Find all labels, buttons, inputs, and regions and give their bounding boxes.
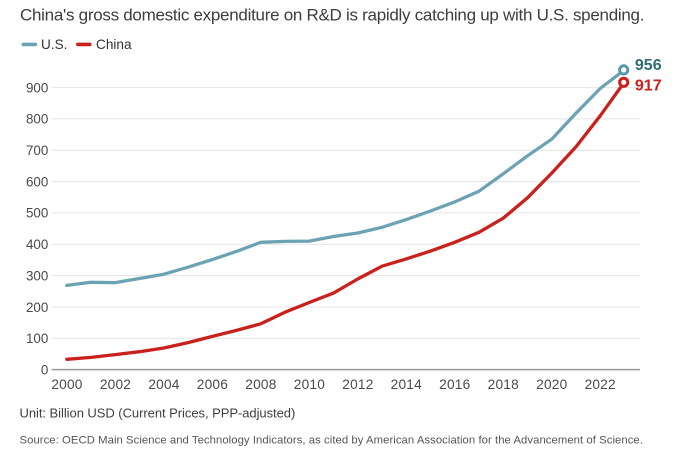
svg-text:2022: 2022 <box>585 377 616 392</box>
svg-text:2000: 2000 <box>51 377 82 392</box>
svg-text:200: 200 <box>26 300 48 315</box>
svg-text:600: 600 <box>26 174 48 189</box>
svg-text:0: 0 <box>41 362 48 377</box>
svg-text:900: 900 <box>26 80 48 95</box>
svg-text:China's gross domestic expendi: China's gross domestic expenditure on R&… <box>20 6 644 25</box>
svg-text:2004: 2004 <box>148 377 179 392</box>
svg-text:2020: 2020 <box>536 377 567 392</box>
svg-text:500: 500 <box>26 206 48 221</box>
svg-text:Source: OECD Main Science and: Source: OECD Main Science and Technology… <box>20 434 643 446</box>
svg-text:U.S.: U.S. <box>41 37 67 52</box>
svg-text:2006: 2006 <box>197 377 228 392</box>
svg-text:956: 956 <box>635 57 662 74</box>
svg-text:800: 800 <box>26 112 48 127</box>
svg-text:2018: 2018 <box>488 377 519 392</box>
svg-text:China: China <box>96 37 132 52</box>
svg-text:2016: 2016 <box>439 377 470 392</box>
svg-text:2010: 2010 <box>294 377 325 392</box>
svg-text:100: 100 <box>26 331 48 346</box>
svg-text:400: 400 <box>26 237 48 252</box>
svg-text:700: 700 <box>26 143 48 158</box>
svg-text:300: 300 <box>26 268 48 283</box>
svg-text:Unit: Billion USD (Current Pri: Unit: Billion USD (Current Prices, PPP-a… <box>20 405 296 420</box>
svg-text:2008: 2008 <box>245 377 276 392</box>
svg-text:917: 917 <box>635 78 662 95</box>
svg-text:2012: 2012 <box>342 377 373 392</box>
svg-text:2002: 2002 <box>100 377 131 392</box>
svg-text:2014: 2014 <box>391 377 422 392</box>
